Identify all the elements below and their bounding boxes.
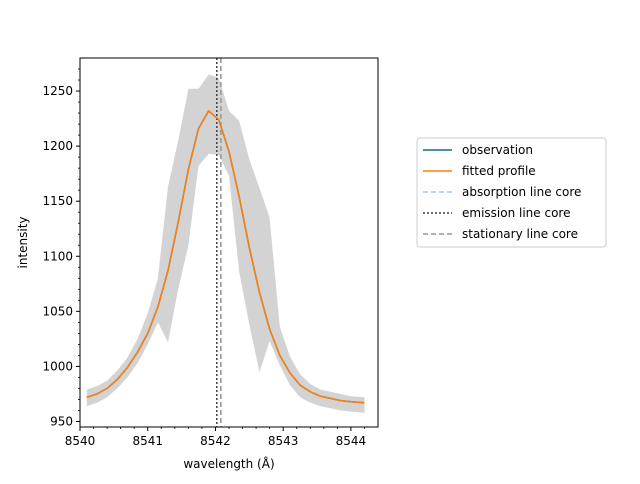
legend-label-absorption-line-core: absorption line core xyxy=(462,185,581,199)
legend-label-emission-line-core: emission line core xyxy=(462,206,570,220)
legend-box xyxy=(416,137,607,248)
y-tick-label: 1150 xyxy=(42,194,73,208)
uncertainty-band xyxy=(86,74,365,413)
legend-label-observation: observation xyxy=(462,143,533,157)
x-tick-label: 8541 xyxy=(132,434,163,448)
x-axis: 8540 8541 8542 8543 8544 xyxy=(65,427,366,448)
y-axis-label: intensity xyxy=(16,216,30,268)
y-tick-label: 1200 xyxy=(42,139,73,153)
y-tick-label: 1000 xyxy=(42,359,73,373)
fitted-profile-line xyxy=(86,110,365,404)
x-tick-label: 8540 xyxy=(65,434,96,448)
y-tick-label: 950 xyxy=(50,414,73,428)
legend: observation fitted profile absorption line… xyxy=(416,137,607,248)
x-axis-label: wavelength (Å) xyxy=(183,456,274,471)
x-tick-label: 8543 xyxy=(268,434,299,448)
legend-label-fitted-profile: fitted profile xyxy=(462,164,536,178)
uncertainty-band-layer xyxy=(86,74,365,413)
x-tick-label: 8542 xyxy=(200,434,231,448)
y-tick-label: 1100 xyxy=(42,249,73,263)
legend-label-stationary-line-core: stationary line core xyxy=(462,227,578,241)
line-core-markers xyxy=(216,58,222,427)
y-tick-label: 1050 xyxy=(42,304,73,318)
series-layer xyxy=(86,110,365,404)
x-tick-label: 8544 xyxy=(336,434,367,448)
y-axis: 950 1000 1050 1100 1150 1200 1250 xyxy=(42,68,80,428)
y-tick-label: 1250 xyxy=(42,84,73,98)
